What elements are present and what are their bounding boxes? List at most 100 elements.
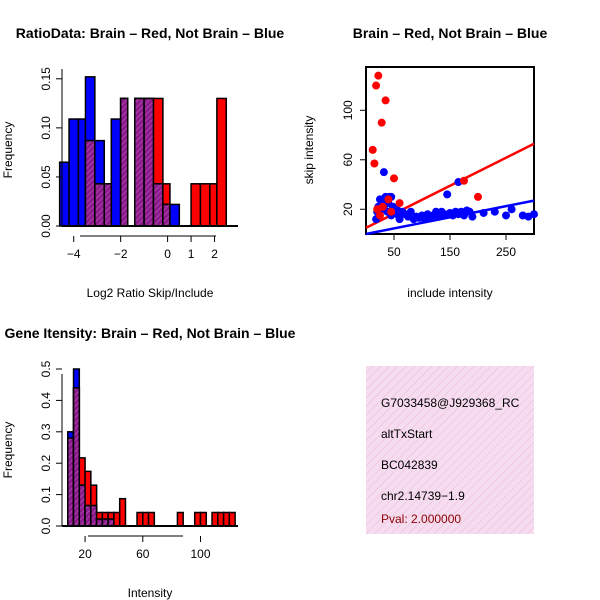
scatter-point-not-brain bbox=[507, 205, 516, 214]
ratio-bar-overlap bbox=[103, 183, 113, 227]
scatter-point-not-brain bbox=[479, 208, 488, 217]
scatter-point-brain bbox=[474, 192, 482, 201]
scatter-y-ticks: 20 60 100 bbox=[341, 100, 366, 216]
intensity-bar-brain bbox=[118, 497, 127, 527]
scatter-point-brain bbox=[460, 176, 468, 185]
intensity-bar-overlap bbox=[101, 518, 109, 527]
intensity-x-label: Intensity bbox=[128, 586, 173, 600]
intensity-x-tick-label: 100 bbox=[190, 547, 210, 561]
intensity-x-tick-label: 60 bbox=[136, 547, 150, 561]
ratio-bar-not-brain bbox=[68, 118, 80, 227]
ratio-x-tick-label: 2 bbox=[211, 247, 218, 261]
intensity-bar-overlap bbox=[72, 387, 81, 527]
scatter-x-tick-label: 50 bbox=[387, 245, 401, 259]
info-gene-id: G7033458@J929368_RC bbox=[381, 396, 520, 410]
ratio-x-tick-label: 1 bbox=[188, 247, 195, 261]
intensity-bar-brain bbox=[211, 511, 219, 527]
ratio-y-label: Frequency bbox=[1, 122, 15, 179]
ratio-y-tick-label: 0.00 bbox=[39, 214, 53, 238]
intensity-bar-overlap bbox=[95, 518, 104, 527]
scatter-panel: Brain – Red, Not Brain – Blue 50 150 250 2… bbox=[302, 25, 547, 300]
scatter-point-not-brain bbox=[490, 207, 499, 216]
intensity-bar-brain bbox=[217, 511, 225, 527]
ratio-y-tick-label: 0.15 bbox=[39, 67, 53, 91]
ratio-bar-not-brain bbox=[77, 118, 87, 227]
intensity-bars bbox=[62, 368, 238, 527]
ratio-bar-not-brain bbox=[169, 203, 181, 227]
intensity-x-ticks: 20 60 100 bbox=[78, 536, 211, 561]
ratio-bar-brain bbox=[209, 183, 218, 227]
info-accession: BC042839 bbox=[381, 458, 438, 472]
scatter-y-label: skip intensity bbox=[302, 116, 316, 185]
intensity-y-label: Frequency bbox=[1, 422, 15, 479]
intensity-bar-overlap bbox=[67, 437, 75, 527]
scatter-point-brain bbox=[368, 145, 377, 154]
ratio-bar-brain bbox=[190, 183, 202, 227]
info-background bbox=[366, 366, 534, 534]
ratio-bars bbox=[58, 76, 238, 227]
scatter-point-brain bbox=[370, 159, 379, 168]
scatter-point-brain bbox=[372, 81, 381, 90]
ratio-bar-overlap bbox=[94, 183, 105, 227]
scatter-y-tick-label: 100 bbox=[341, 100, 355, 120]
scatter-point-brain bbox=[387, 207, 396, 216]
scatter-point-not-brain bbox=[465, 207, 474, 216]
intensity-bar-brain bbox=[147, 511, 156, 527]
intensity-bar-overlap bbox=[84, 504, 92, 527]
scatter-point-not-brain bbox=[443, 190, 452, 199]
ratio-chart-title: RatioData: Brain – Red, Not Brain – Blue bbox=[16, 25, 285, 41]
intensity-y-ticks: 0.0 0.1 0.2 0.3 0.4 0.5 bbox=[39, 360, 62, 534]
scatter-y-tick-label: 20 bbox=[341, 202, 355, 216]
intensity-bar-overlap bbox=[90, 504, 98, 527]
scatter-point-brain bbox=[374, 71, 383, 80]
ratio-bar-overlap bbox=[133, 97, 145, 227]
scatter-x-label: include intensity bbox=[407, 286, 492, 300]
intensity-bar-brain bbox=[136, 511, 144, 527]
intensity-y-tick-label: 0.2 bbox=[39, 455, 53, 472]
scatter-x-tick-label: 150 bbox=[440, 245, 460, 259]
scatter-x-ticks: 50 150 250 bbox=[387, 234, 516, 259]
ratio-bar-brain bbox=[199, 183, 211, 227]
scatter-point-brain bbox=[381, 96, 390, 105]
ratio-x-tick-label: −2 bbox=[114, 247, 128, 261]
intensity-chart-title: Gene Itensity: Brain – Red, Not Brain – … bbox=[5, 325, 296, 341]
info-event-type: altTxStart bbox=[381, 427, 433, 441]
scatter-x-tick-label: 250 bbox=[496, 245, 516, 259]
scatter-point-brain bbox=[390, 174, 398, 183]
intensity-bar-brain bbox=[176, 511, 184, 527]
ratio-bar-brain bbox=[216, 97, 228, 227]
ratio-x-ticks: −4 −2 0 1 2 bbox=[67, 236, 218, 261]
scatter-point-brain bbox=[373, 205, 382, 214]
scatter-point-not-brain bbox=[502, 211, 510, 220]
intensity-y-tick-label: 0.3 bbox=[39, 423, 53, 440]
intensity-bar-overlap bbox=[107, 518, 115, 527]
intensity-y-tick-label: 0.1 bbox=[39, 486, 53, 503]
intensity-bar-brain bbox=[222, 511, 231, 527]
ratio-bar-not-brain bbox=[58, 161, 70, 227]
intensity-y-tick-label: 0.4 bbox=[39, 392, 53, 409]
scatter-point-not-brain bbox=[406, 207, 415, 216]
scatter-y-tick-label: 60 bbox=[341, 153, 355, 167]
ratio-y-ticks: 0.00 0.05 0.10 0.15 bbox=[39, 67, 62, 238]
ratio-y-tick-label: 0.05 bbox=[39, 165, 53, 189]
scatter-points bbox=[368, 71, 538, 224]
scatter-point-not-brain bbox=[530, 210, 538, 219]
intensity-bar-brain bbox=[113, 511, 121, 527]
ratio-y-tick-label: 0.10 bbox=[39, 116, 53, 140]
scatter-point-brain bbox=[384, 195, 393, 204]
info-pval: Pval: 2.000000 bbox=[381, 512, 461, 526]
intensity-bar-brain bbox=[199, 511, 208, 527]
ratio-bar-not-brain bbox=[110, 118, 122, 227]
ratio-x-label: Log2 Ratio Skip/Include bbox=[87, 286, 214, 300]
intensity-y-tick-label: 0.0 bbox=[39, 517, 53, 534]
intensity-bar-brain bbox=[193, 511, 202, 527]
info-panel: G7033458@J929368_RC altTxStart BC042839 … bbox=[366, 366, 534, 534]
scatter-point-brain bbox=[395, 199, 404, 208]
ratio-histogram-panel: RatioData: Brain – Red, Not Brain – Blue… bbox=[1, 25, 284, 300]
intensity-bar-brain bbox=[228, 511, 236, 527]
intensity-histogram-panel: Gene Itensity: Brain – Red, Not Brain – … bbox=[1, 325, 296, 600]
intensity-bar-brain bbox=[142, 511, 150, 527]
scatter-point-brain bbox=[377, 118, 386, 127]
scatter-point-not-brain bbox=[379, 168, 388, 177]
